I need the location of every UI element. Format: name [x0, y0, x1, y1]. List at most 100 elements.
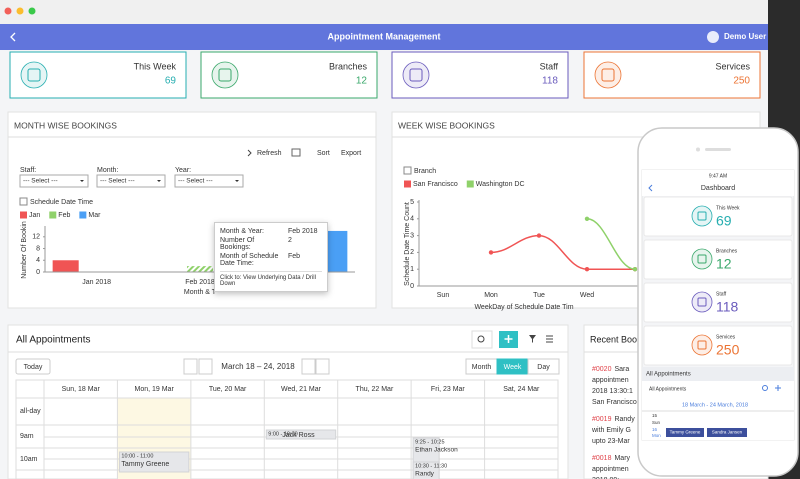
phone-title: Dashboard	[701, 185, 735, 192]
day-header: Mon, 19 Mar	[134, 386, 174, 393]
booking-line: Randy	[614, 416, 635, 423]
stat-icon-glyph	[27, 68, 41, 82]
booking-line: with Emily G	[591, 427, 631, 434]
stat-label: Branches	[329, 61, 368, 71]
phone-stat-icon	[691, 248, 713, 270]
tooltip-value: 2	[288, 237, 292, 244]
menu-icon[interactable]	[546, 335, 553, 343]
line-point	[584, 216, 590, 221]
event-time: 9:25 - 10:25	[415, 439, 444, 445]
search-icon	[477, 335, 485, 343]
phone-camera	[696, 147, 700, 152]
event-block[interactable]	[118, 451, 190, 473]
action-button: Sort	[317, 150, 330, 157]
action-button: Export	[341, 150, 361, 157]
select-caret	[235, 180, 239, 182]
y-tick-label: 5	[410, 199, 414, 206]
phone-stat-card	[643, 196, 793, 237]
filter-select[interactable]	[96, 174, 166, 188]
booking-line: 2018 09:	[592, 477, 619, 479]
phone-day: 16	[652, 427, 658, 432]
chart-tooltip: Month & Year: Feb 2018 Number Of Bookings…	[214, 222, 328, 292]
back-button[interactable]	[10, 32, 16, 42]
time-label: all-day	[20, 408, 41, 415]
search-button[interactable]	[471, 330, 493, 349]
phone-stat-label: Services	[716, 334, 736, 340]
phone-stat-value: 250	[716, 342, 740, 358]
phone-day: Sun	[652, 420, 661, 425]
booking-id: #0018	[592, 455, 612, 462]
line-series	[586, 218, 636, 270]
booking-id: #0019	[592, 416, 612, 423]
phone-back[interactable]	[648, 184, 653, 192]
today-button[interactable]	[15, 358, 51, 375]
chart-type-icon[interactable]	[291, 148, 301, 157]
phone-stat-value: 69	[716, 213, 732, 229]
phone-day: 15	[652, 413, 658, 418]
filter-icon[interactable]	[529, 335, 536, 343]
phone-add[interactable]	[775, 385, 781, 391]
stat-label: Staff	[540, 61, 559, 71]
view-label: Week	[504, 364, 522, 371]
nav-button[interactable]	[315, 358, 330, 375]
y-tick-label: 12	[32, 234, 40, 241]
view-button[interactable]	[527, 358, 560, 375]
select-caret	[80, 180, 84, 182]
day-header: Sat, 24 Mar	[503, 386, 540, 393]
view-label: Day	[537, 364, 550, 371]
phone-event[interactable]	[707, 428, 747, 437]
filter-select[interactable]	[174, 174, 244, 188]
y-tick-label: 2	[410, 249, 414, 256]
x-tick-label: Jan 2018	[82, 279, 111, 286]
day-header: Thu, 22 Mar	[356, 386, 394, 393]
checkbox[interactable]	[19, 197, 28, 206]
x-tick-label: Tue	[533, 292, 545, 299]
event-time: 9:00 - 10:00	[268, 431, 297, 437]
title-bar	[0, 0, 768, 24]
line-series	[490, 234, 635, 270]
user-name: Demo User	[724, 32, 766, 41]
nav-button[interactable]	[198, 358, 213, 375]
event-block[interactable]	[265, 429, 337, 440]
filter-value: --- Select ---	[178, 178, 213, 185]
panel-title: WEEK WISE BOOKINGS	[398, 120, 495, 130]
filter-select[interactable]	[19, 174, 89, 188]
event-block[interactable]	[412, 461, 440, 479]
phone-stat-label: This Week	[716, 205, 740, 211]
checkbox-label: Schedule Date Time	[30, 199, 93, 206]
event-name: Jack Ross	[282, 432, 315, 439]
stat-label: Services	[715, 61, 750, 71]
line-point	[632, 267, 638, 272]
stat-icon-glyph	[409, 68, 423, 82]
filter-label: Month:	[97, 167, 118, 174]
legend-swatch	[49, 211, 57, 219]
legend-label: Mar	[88, 212, 101, 219]
phone-stat-icon	[691, 291, 713, 313]
x-tick-label: Wed	[580, 292, 594, 299]
booking-line: upto 23-Mar	[592, 438, 630, 445]
day-header: Tue, 20 Mar	[209, 386, 247, 393]
select-caret	[157, 180, 161, 182]
y-tick-label: 4	[36, 257, 40, 264]
stat-card	[200, 51, 378, 99]
filter-label: Year:	[175, 167, 191, 174]
day-header: Wed, 21 Mar	[281, 386, 322, 393]
line-point	[488, 250, 494, 255]
phone-search[interactable]	[762, 385, 768, 391]
filter-value: --- Select ---	[100, 178, 135, 185]
phone-event[interactable]	[666, 428, 704, 437]
nav-button[interactable]	[183, 358, 198, 375]
refresh-arrow[interactable]	[247, 149, 252, 157]
legend-label: Feb	[58, 212, 70, 219]
nav-button[interactable]	[301, 358, 316, 375]
checkbox[interactable]	[403, 166, 412, 175]
phone-stat-icon	[691, 205, 713, 227]
app-header	[0, 24, 768, 50]
phone-stat-label: Branches	[716, 248, 738, 254]
stat-icon	[211, 61, 239, 89]
app-title: Appointment Management	[327, 31, 440, 41]
phone-section-title: All Appointments	[646, 372, 691, 378]
phone-stat-label: Staff	[716, 291, 727, 297]
stat-card	[391, 51, 569, 99]
